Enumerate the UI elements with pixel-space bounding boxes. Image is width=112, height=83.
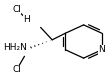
Text: N: N bbox=[98, 45, 104, 54]
Text: Cl: Cl bbox=[12, 5, 21, 14]
Text: HH₂N: HH₂N bbox=[3, 43, 27, 52]
Text: Cl: Cl bbox=[12, 65, 21, 74]
Text: H: H bbox=[23, 15, 30, 24]
